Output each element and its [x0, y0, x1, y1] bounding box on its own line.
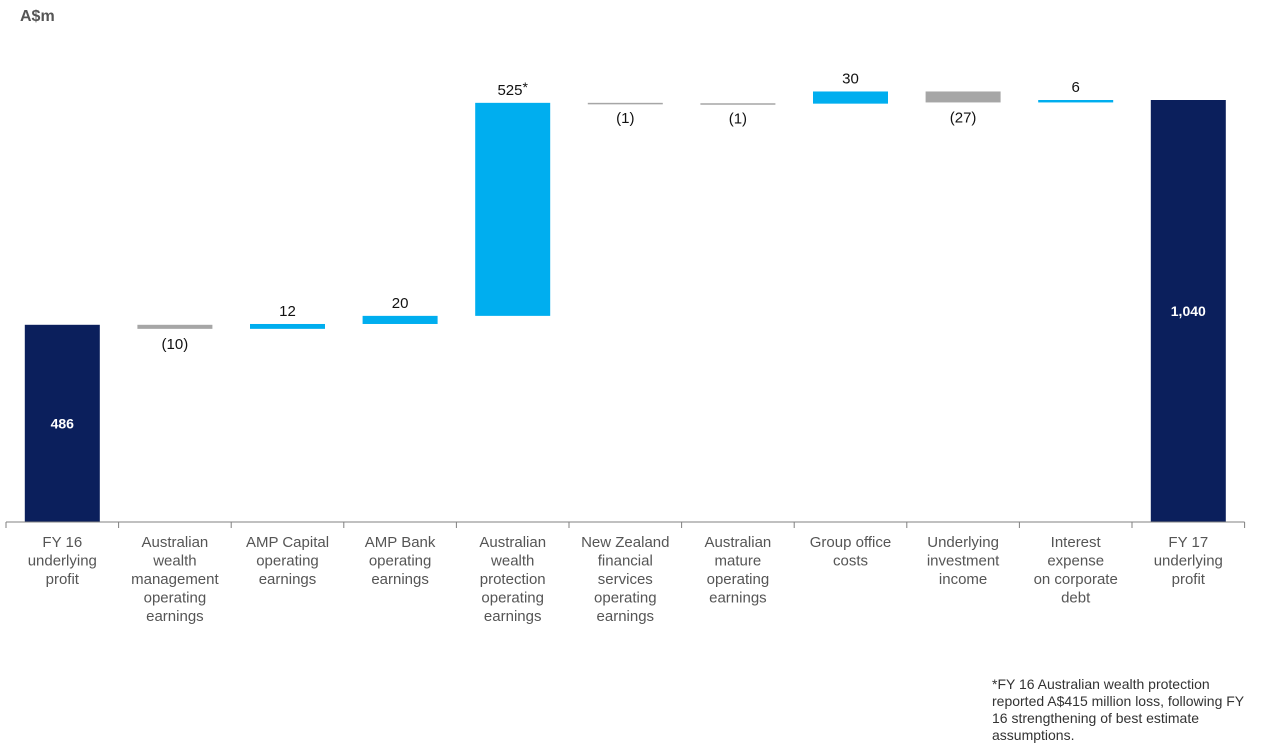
value-label-8: (27) — [950, 109, 977, 126]
value-label-7: 30 — [842, 70, 859, 87]
bar-4 — [475, 102, 551, 316]
bar-8 — [925, 91, 1001, 103]
category-label-1: Australian wealth management operating earni… — [131, 534, 219, 625]
value-label-5: (1) — [616, 110, 634, 127]
value-label-9: 6 — [1072, 79, 1080, 96]
bar-3 — [362, 315, 438, 324]
category-label-4: Australian wealth protection operating earni… — [479, 534, 546, 625]
category-label-8: Underlying investment income — [927, 534, 1000, 588]
bar-0 — [24, 324, 100, 522]
value-labels-layer: 486 (10) 12 20 525* (1) (1) 30 (27) 6 1,040 — [51, 70, 1206, 431]
bar-2 — [250, 323, 325, 329]
bar-9 — [1038, 100, 1114, 103]
unit-label: A$m — [20, 8, 55, 25]
bar-7 — [813, 91, 888, 104]
value-label-marker-4: * — [522, 79, 528, 95]
bar-6 — [700, 103, 776, 105]
footnote: *FY 16 Australian wealth protection repo… — [992, 676, 1244, 743]
bar-10 — [1150, 100, 1226, 522]
category-label-3: AMP Bank operating earnings — [365, 534, 436, 588]
value-label-0: 486 — [51, 415, 75, 431]
category-label-10: FY 17 underlying profit — [1154, 534, 1223, 588]
value-label-10: 1,040 — [1171, 303, 1206, 319]
bar-1 — [137, 324, 213, 329]
category-label-5: New Zealand financial services operating ear… — [581, 534, 669, 625]
value-label-3: 20 — [392, 295, 409, 312]
bar-5 — [587, 102, 663, 105]
value-label-4: 525* — [497, 79, 528, 99]
bars-layer — [24, 91, 1226, 522]
category-label-6: Australian mature operating earnings — [705, 534, 772, 607]
category-label-7: Group office costs — [810, 534, 891, 570]
category-label-2: AMP Capital operating earnings — [246, 534, 329, 588]
value-label-6: (1) — [729, 111, 747, 128]
value-label-2: 12 — [279, 303, 296, 320]
category-label-0: FY 16 underlying profit — [28, 534, 97, 588]
category-label-9: Interest expense on corporate debt — [1034, 534, 1118, 607]
x-axis: FY 16 underlying profit Australian wealth man… — [5, 521, 1246, 625]
value-label-1: (10) — [162, 336, 189, 353]
